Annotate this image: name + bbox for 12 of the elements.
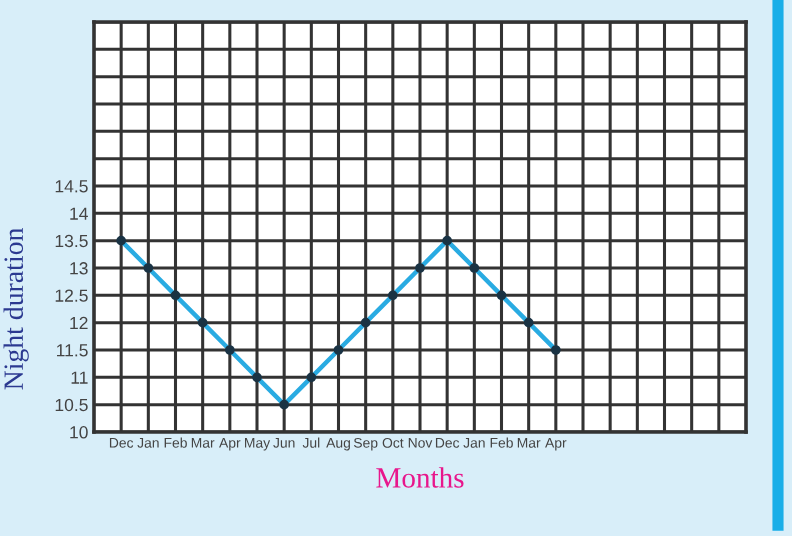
y-tick-label: 10.5: [55, 398, 88, 412]
y-tick-label: 12: [70, 316, 88, 330]
y-tick-label: 14: [70, 207, 88, 220]
x-axis-title: Months: [376, 467, 464, 488]
y-tick-label: 11.5: [57, 344, 88, 357]
y-tick-label: 13.5: [55, 234, 88, 248]
y-tick-label: 10: [70, 426, 88, 439]
y-tick-label: 12.5: [55, 289, 88, 302]
y-axis-title: Night duration: [3, 228, 29, 390]
y-tick-label: 14.5: [55, 180, 88, 193]
y-tick-label: 11: [71, 371, 88, 384]
y-tick-label: 13: [70, 262, 88, 275]
